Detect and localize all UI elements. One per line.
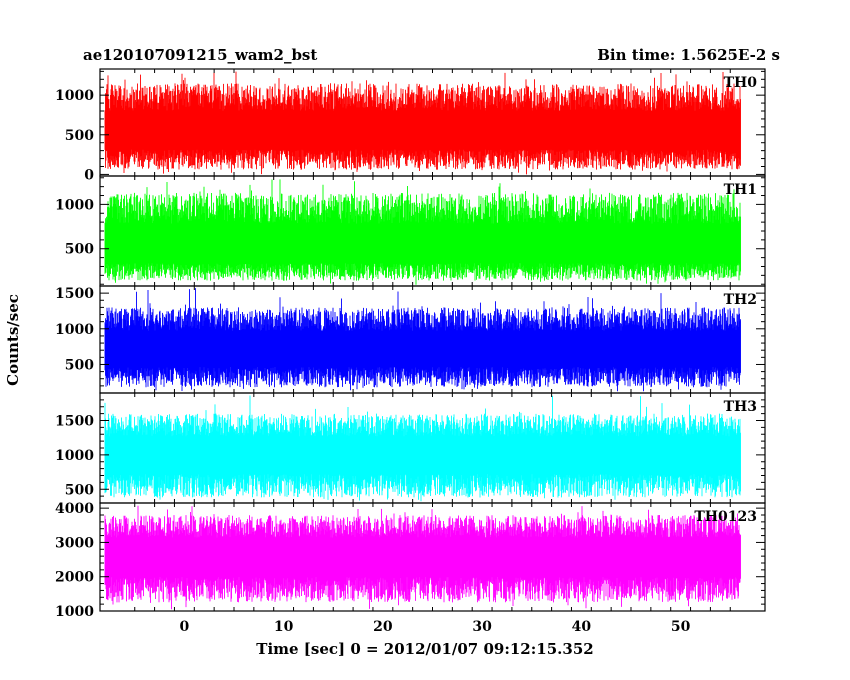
series-label-th3: TH3 [724,399,757,415]
y-tick-label: 2000 [55,570,94,586]
y-tick-label: 500 [65,357,94,373]
panel-th3: 500 1000 1500 TH3 [55,392,766,504]
y-tick-label: 1500 [55,414,94,430]
x-axis-title: Time [sec] 0 = 2012/01/07 09:12:15.352 [256,640,593,658]
y-tick-label: 1000 [55,88,94,104]
y-tick-label: 1000 [55,322,94,338]
panel-th2: 500 1000 1500 TH2 [55,285,766,394]
y-axis-title: Counts/sec [4,294,22,386]
y-tick-label: 500 [65,242,94,258]
y-tick-label: 1500 [55,286,94,302]
series-label-th0123: TH0123 [694,509,757,525]
panel-th1: 500 1000 TH1 [55,175,766,287]
chart-title-right: Bin time: 1.5625E-2 s [597,46,780,64]
x-tick-label: 20 [373,619,393,635]
y-tick-label: 1000 [55,197,94,213]
y-tick-label: 1000 [55,604,94,620]
chart-title-left: ae120107091215_wam2_bst [83,46,317,64]
y-tick-label: 4000 [55,501,94,517]
series-line-th0123 [104,505,741,610]
x-tick-label: 0 [179,619,189,635]
series-line-th0 [104,71,741,175]
series-line-th3 [104,395,741,502]
y-tick-label: 500 [65,482,94,498]
series-line-th1 [104,179,741,285]
panel-th0: 0 500 1000 TH0 [55,68,766,183]
x-tick-label: 10 [274,619,294,635]
series-label-th2: TH2 [724,292,757,308]
panel-th0123: 1000 2000 3000 4000 TH0123 [55,501,766,620]
y-tick-label: 1000 [55,448,94,464]
series-label-th1: TH1 [724,182,757,198]
x-tick-label: 30 [472,619,492,635]
x-tick-label: 50 [671,619,691,635]
y-tick-label: 500 [65,128,94,144]
x-tick-label: 40 [572,619,592,635]
y-tick-label: 3000 [55,535,94,551]
series-label-th0: TH0 [724,75,758,91]
y-tick-label: 0 [84,167,94,183]
series-line-th2 [104,288,741,392]
